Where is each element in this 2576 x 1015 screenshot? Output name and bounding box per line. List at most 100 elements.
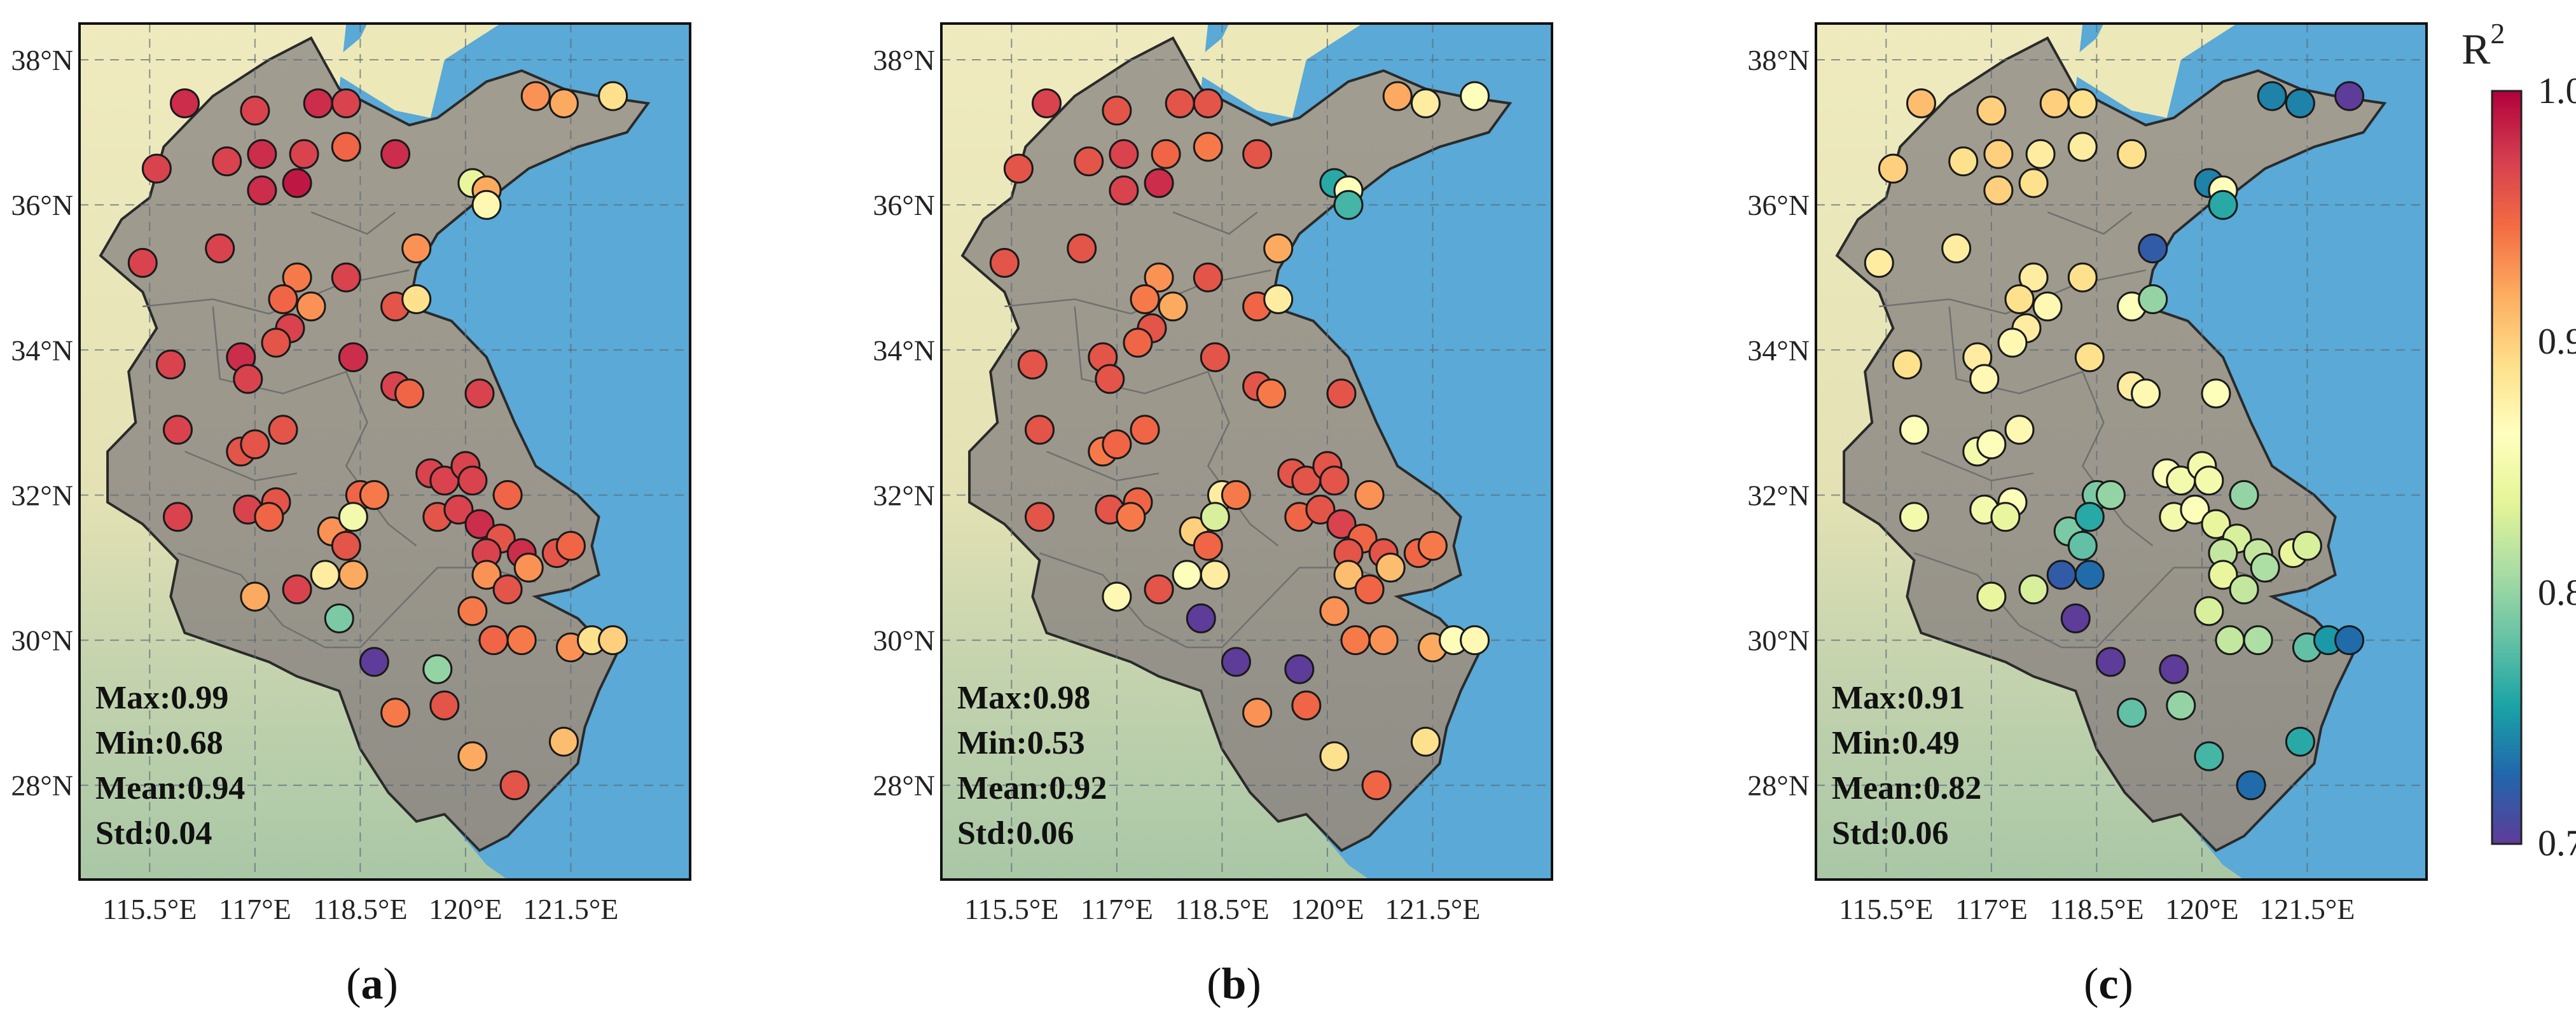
site-marker	[513, 553, 544, 583]
site-marker	[1130, 284, 1160, 314]
site-marker	[1460, 625, 1490, 656]
site-marker	[2194, 741, 2224, 771]
panel-label-letter: c	[2098, 960, 2118, 1009]
panel-label-letter: b	[1222, 960, 1247, 1009]
site-marker	[2004, 284, 2035, 314]
site-marker	[1410, 88, 1441, 118]
site-marker	[2166, 690, 2196, 721]
site-marker	[2138, 284, 2168, 314]
site-marker	[127, 247, 158, 278]
site-marker	[1263, 233, 1294, 264]
site-marker	[1319, 596, 1350, 626]
site-marker	[1242, 698, 1273, 728]
site-marker	[2004, 415, 2035, 445]
site-marker	[1109, 175, 1139, 205]
site-marker	[1095, 364, 1125, 394]
site-marker	[240, 429, 270, 460]
site-marker	[1976, 429, 2007, 460]
panel-label: (b)	[1207, 960, 1261, 1009]
site-marker	[1410, 726, 1441, 757]
site-marker	[1340, 625, 1371, 656]
site-marker	[2243, 625, 2273, 656]
lon-tick-label: 120°E	[2165, 893, 2239, 925]
panel-label-open: (	[2084, 960, 2098, 1009]
site-marker	[1983, 139, 2014, 169]
site-marker	[2201, 378, 2231, 409]
site-marker	[1899, 502, 1929, 532]
site-marker	[464, 509, 495, 539]
lat-tick-label: 30°N	[1747, 625, 1810, 657]
site-marker	[1186, 603, 1216, 633]
site-marker	[1025, 415, 1055, 445]
site-marker	[1892, 349, 1922, 380]
site-marker	[2032, 291, 2063, 322]
site-marker	[331, 262, 361, 293]
site-marker	[2060, 603, 2091, 633]
lat-tick-label: 30°N	[873, 625, 935, 657]
stat-min: Min:0.53	[957, 725, 1085, 761]
site-marker	[2194, 596, 2224, 626]
site-marker	[2138, 233, 2168, 264]
stat-min: Min:0.68	[95, 725, 223, 761]
site-marker	[2046, 560, 2077, 590]
site-marker	[2334, 625, 2365, 656]
site-marker	[338, 342, 368, 373]
site-marker	[1193, 530, 1223, 561]
site-marker	[338, 502, 368, 532]
colorbar-tick-label: 0.8	[2538, 572, 2576, 613]
site-marker	[268, 284, 298, 314]
site-marker	[2095, 480, 2126, 510]
stat-min: Min:0.49	[1832, 725, 1960, 761]
site-marker	[2257, 81, 2287, 111]
site-marker	[1256, 378, 1287, 409]
lat-tick-label: 28°N	[11, 770, 73, 802]
site-marker	[1354, 480, 1385, 510]
site-marker	[247, 175, 277, 205]
province-boundary	[1921, 450, 2034, 481]
lat-tick-label: 36°N	[873, 189, 935, 221]
site-marker	[457, 466, 488, 496]
northern-coast-land	[1816, 24, 2238, 118]
stat-std: Std:0.06	[1832, 815, 1948, 852]
site-marker	[2018, 168, 2049, 198]
site-marker	[1003, 153, 1034, 184]
site-marker	[1144, 168, 1174, 198]
site-marker	[2074, 560, 2105, 590]
site-marker	[338, 560, 368, 590]
site-marker	[268, 415, 298, 445]
site-marker	[1025, 502, 1055, 532]
site-marker	[548, 88, 579, 118]
site-marker	[1990, 502, 2021, 532]
site-marker	[155, 349, 186, 380]
site-marker	[331, 530, 361, 561]
site-marker	[1948, 146, 1979, 177]
site-marker	[1123, 328, 1153, 358]
site-marker	[457, 741, 488, 771]
site-marker	[1382, 81, 1413, 111]
site-marker	[548, 726, 579, 757]
site-marker	[2180, 494, 2210, 525]
lat-tick-label: 32°N	[1747, 479, 1810, 511]
site-marker	[598, 625, 628, 656]
province-boundary	[1074, 306, 1279, 547]
site-marker	[1221, 480, 1251, 510]
site-marker	[1144, 574, 1174, 605]
site-marker	[1017, 349, 1048, 380]
stat-max: Max:0.91	[1832, 680, 1965, 716]
site-marker	[1291, 690, 1322, 721]
site-marker	[2018, 262, 2049, 293]
panel-label-close: )	[384, 960, 398, 1009]
site-marker	[1193, 88, 1223, 118]
site-marker	[310, 560, 340, 590]
site-marker	[2131, 378, 2161, 409]
site-marker	[2194, 466, 2224, 496]
stat-mean: Mean:0.82	[1832, 770, 1981, 806]
site-marker	[282, 262, 312, 293]
site-marker	[429, 690, 460, 721]
site-marker	[2067, 88, 2098, 118]
site-marker	[1032, 88, 1062, 118]
site-marker	[1864, 247, 1894, 278]
site-marker	[296, 291, 326, 322]
site-marker	[212, 146, 242, 177]
